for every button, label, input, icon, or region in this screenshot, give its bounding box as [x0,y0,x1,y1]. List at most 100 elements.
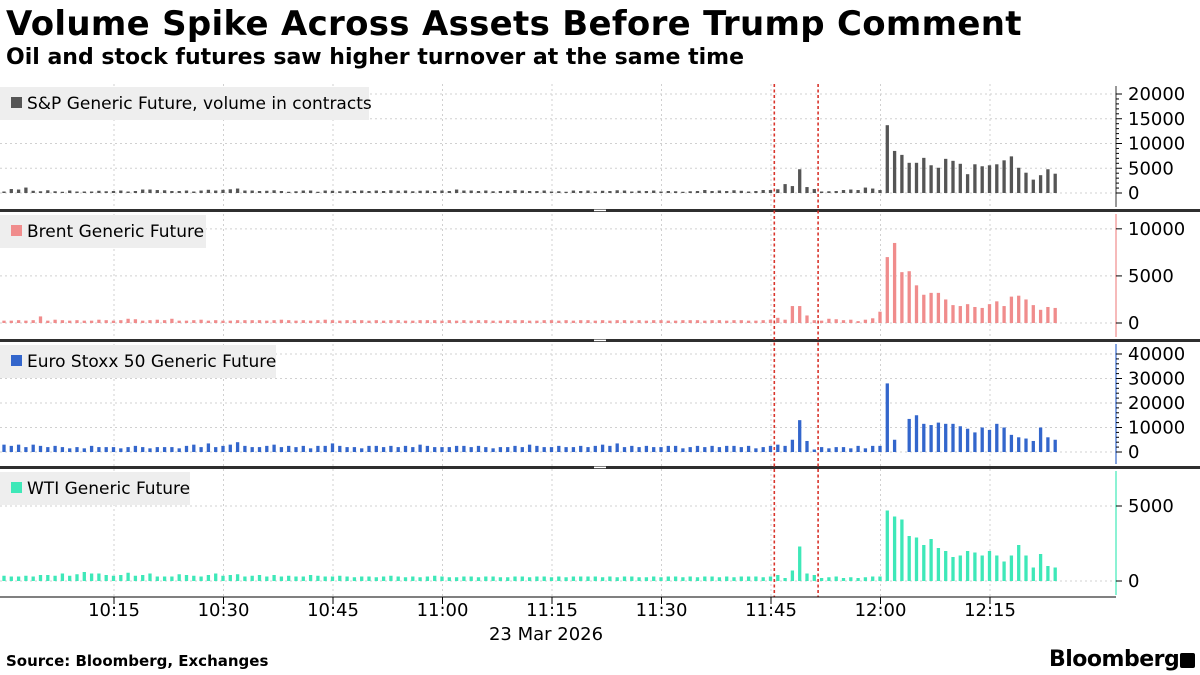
volume-bar [279,576,284,581]
volume-bar [995,164,999,193]
volume-bar [1024,555,1028,581]
x-tick-label: 12:00 [855,600,907,621]
x-tick-label: 11:30 [636,600,688,621]
volume-bar [206,443,211,452]
volume-bar [819,447,824,452]
volume-bar [535,320,539,323]
volume-bar [892,242,897,323]
volume-bar [162,190,167,193]
volume-bar [586,190,590,193]
volume-bar [228,189,232,193]
volume-bar [411,320,415,323]
volume-bar [790,306,795,323]
volume-bar [228,320,232,323]
y-tick-label: 10000 [1128,134,1185,155]
volume-bar [345,576,349,581]
volume-bar [75,574,79,581]
volume-bar [338,320,342,323]
volume-bar [776,444,780,452]
y-tick-label: 5000 [1128,496,1174,517]
volume-bar [454,189,459,193]
volume-bar [352,191,357,193]
volume-bar [965,174,970,193]
volume-bar [622,576,627,581]
volume-bar [38,191,43,193]
volume-bar [871,576,875,581]
volume-bar [177,574,181,581]
volume-bar [980,427,984,452]
volume-bar [301,320,305,323]
y-tick-label: 0 [1128,571,1139,592]
volume-bar [681,191,685,193]
volume-bar [97,447,101,452]
volume-bar [586,320,590,323]
volume-bar [776,575,780,581]
volume-bar [703,576,707,581]
volume-bar [119,448,123,452]
volume-bar [944,299,948,323]
volume-bar [746,320,751,323]
volume-bar [746,191,751,193]
volume-bar [995,301,999,323]
volume-bar [506,447,510,452]
volume-bar [46,320,50,323]
volume-bar [119,575,123,581]
volume-bar [798,546,802,581]
legend-layer: S&P Generic Future, volume in contracts B… [0,87,372,505]
volume-bar [1038,175,1043,193]
volume-bar [812,449,816,452]
volume-bar [980,166,984,193]
volume-bar [265,320,269,323]
volume-bar [783,578,787,581]
volume-bar [695,191,700,193]
bloomberg-logo: Bloomberg [1049,647,1180,672]
volume-bar [75,447,79,452]
volume-bar [936,167,941,193]
volume-bar [250,320,254,323]
volume-bar [46,447,50,452]
volume-bar [396,320,400,323]
volume-bar [24,575,28,581]
volume-bar [571,576,576,581]
volume-bar [396,447,400,452]
volume-bar [141,320,145,323]
volume-bar [418,320,422,323]
x-tick-label: 10:30 [198,600,250,621]
volume-bar [761,577,765,581]
volume-bar [484,447,488,452]
volume-bar [265,576,269,581]
volume-bar [527,320,532,323]
x-tick-label: 12:15 [964,600,1016,621]
volume-bar [462,445,466,452]
volume-bar [571,190,576,193]
volume-bar [265,190,269,193]
volume-bar [717,577,722,581]
volume-bar [622,447,627,452]
volume-bar [936,292,941,323]
volume-bar [549,447,554,452]
volume-bar [1002,561,1006,581]
volume-bar [338,575,342,581]
volume-bar [484,190,488,193]
volume-bar [214,190,218,193]
volume-bar [776,189,780,193]
volume-bar [564,191,568,193]
volume-bar [68,575,72,581]
volume-bar [579,576,583,581]
volume-bar [257,447,262,452]
volume-bar [564,320,568,323]
volume-bar [871,445,875,452]
volume-bar [965,551,970,581]
volume-bar [2,320,6,323]
volume-bar [279,191,284,193]
volume-bar [498,577,503,581]
volume-bar [739,320,743,323]
volume-bar [170,447,174,452]
volume-bar [82,572,86,581]
volume-bar [914,162,919,193]
volume-bar [294,576,298,581]
legend-entry: WTI Generic Future [0,472,190,505]
volume-bar [425,320,430,323]
volume-bar [768,319,773,323]
volume-bar [929,425,933,452]
